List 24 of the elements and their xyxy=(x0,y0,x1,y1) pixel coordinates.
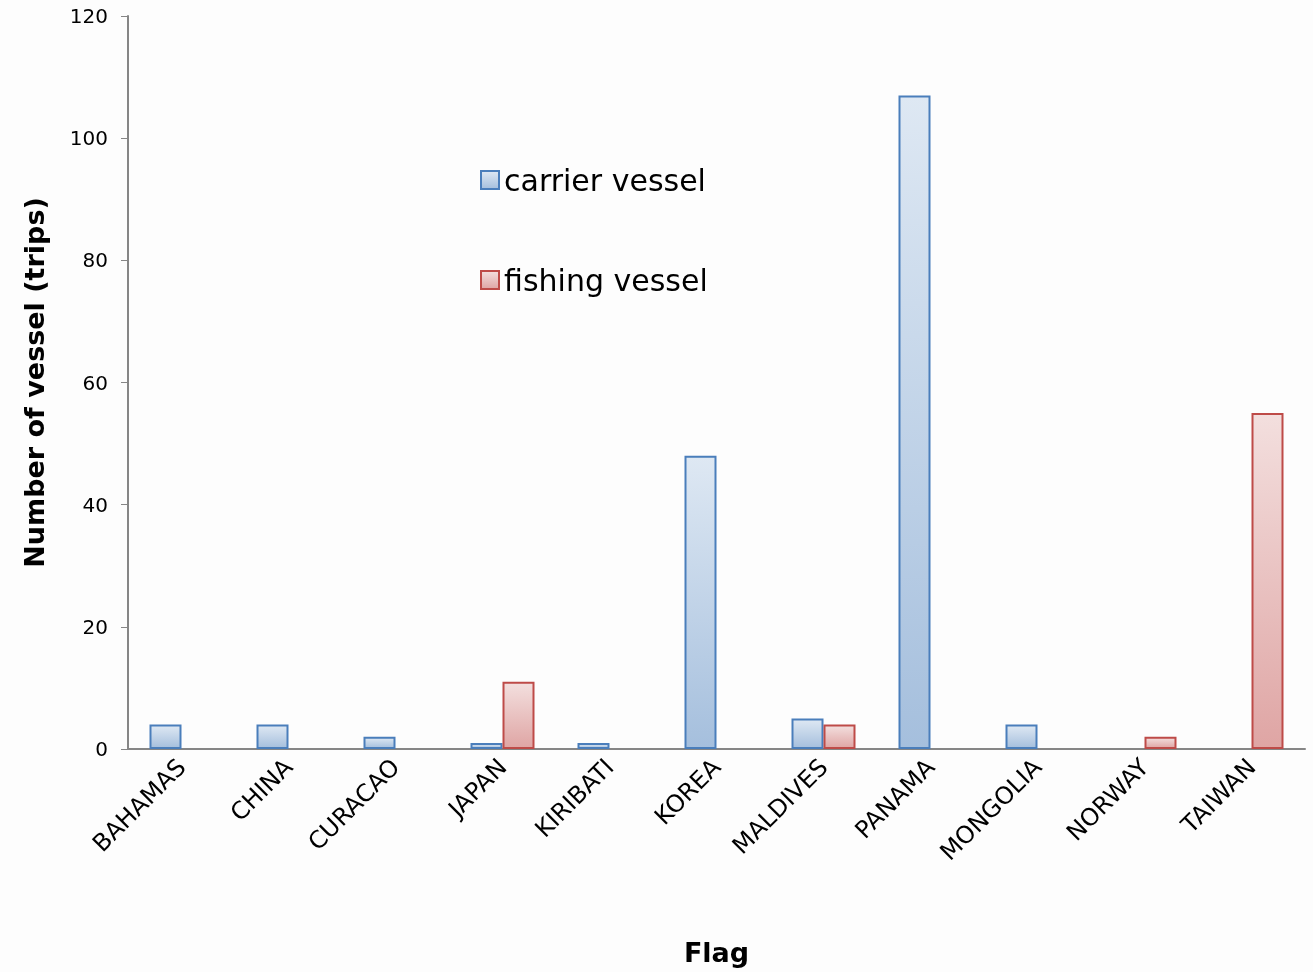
bar xyxy=(1251,413,1284,749)
y-tick-label: 120 xyxy=(69,4,108,28)
bar xyxy=(363,736,396,749)
bar xyxy=(898,95,931,749)
legend-label: fishing vessel xyxy=(504,262,708,298)
y-tick-label: 80 xyxy=(82,248,108,273)
bar xyxy=(823,724,856,749)
y-tick-label: 20 xyxy=(82,614,108,639)
bar xyxy=(1005,724,1038,749)
y-tick-label: 60 xyxy=(82,370,108,395)
bar xyxy=(502,681,535,749)
bar xyxy=(149,724,182,749)
bar xyxy=(577,742,610,749)
y-axis-title: Number of vessel (trips) xyxy=(19,197,50,568)
bar xyxy=(256,724,289,749)
bar xyxy=(470,742,503,749)
bar xyxy=(791,718,824,749)
bar xyxy=(684,455,717,749)
y-tick-label: 0 xyxy=(95,737,108,761)
y-tick-label: 100 xyxy=(69,126,108,151)
y-tick-label: 40 xyxy=(82,492,108,517)
bar xyxy=(1144,736,1177,749)
legend-label: carrier vessel xyxy=(504,162,706,198)
x-axis-title: Flag xyxy=(683,937,750,968)
